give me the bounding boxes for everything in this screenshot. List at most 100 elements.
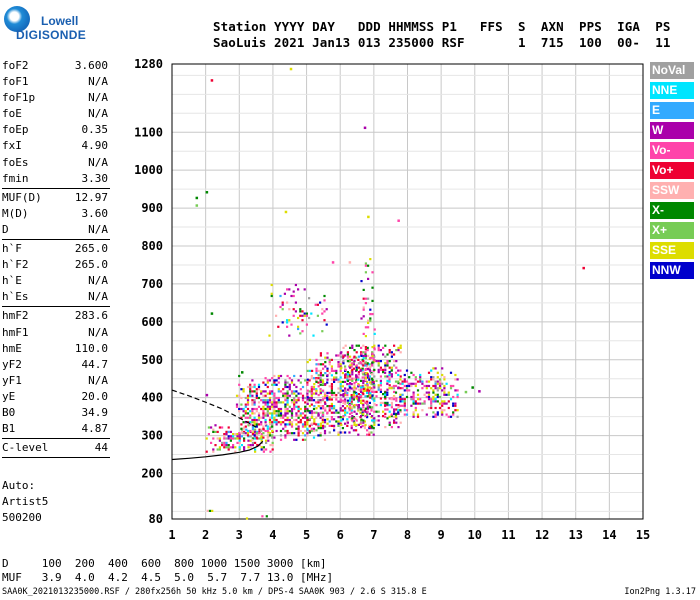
echo-point bbox=[349, 408, 352, 411]
param-row: yF1 N/A bbox=[2, 373, 110, 389]
echo-point bbox=[443, 378, 446, 381]
echo-point bbox=[330, 418, 333, 421]
echo-point bbox=[251, 437, 254, 440]
echo-point bbox=[238, 374, 241, 378]
echo-point bbox=[256, 444, 259, 447]
echo-point bbox=[333, 369, 336, 372]
echo-point bbox=[386, 364, 389, 367]
param-value: 0.35 bbox=[81, 123, 109, 137]
footer-d-row: D 100 200 400 600 800 1000 1500 3000 [km… bbox=[2, 557, 327, 570]
echo-point bbox=[288, 410, 291, 413]
echo-point bbox=[405, 384, 409, 388]
echo-point bbox=[361, 369, 364, 372]
echo-point bbox=[394, 380, 398, 383]
echo-point bbox=[373, 410, 376, 413]
echo-point bbox=[382, 401, 385, 404]
echo-point bbox=[282, 392, 285, 395]
echo-point bbox=[242, 388, 245, 391]
echo-point bbox=[313, 411, 316, 414]
echo-point bbox=[321, 416, 324, 419]
echo-point bbox=[401, 404, 404, 407]
echo-point bbox=[295, 438, 298, 441]
echo-point bbox=[346, 420, 349, 423]
param-label: h`Es bbox=[2, 290, 29, 304]
echo-point bbox=[454, 409, 457, 412]
echo-point bbox=[271, 412, 274, 415]
echo-point bbox=[299, 310, 302, 313]
echo-point bbox=[264, 403, 267, 406]
param-row: yF2 44.7 bbox=[2, 357, 110, 373]
echo-point bbox=[372, 354, 375, 357]
echo-point bbox=[253, 423, 256, 426]
echo-point bbox=[386, 417, 389, 420]
echo-point bbox=[401, 398, 404, 401]
echo-point bbox=[265, 515, 268, 518]
echo-point bbox=[456, 393, 459, 396]
echo-point bbox=[401, 382, 404, 385]
echo-point bbox=[339, 416, 342, 419]
echo-point bbox=[372, 383, 375, 386]
echo-point bbox=[432, 415, 435, 418]
echo-point bbox=[360, 390, 363, 393]
echo-point bbox=[416, 402, 420, 405]
echo-point bbox=[308, 410, 311, 413]
echo-point bbox=[319, 401, 322, 404]
echo-point bbox=[375, 404, 378, 407]
echo-point bbox=[377, 386, 380, 389]
echo-point bbox=[293, 392, 296, 395]
echo-point bbox=[405, 380, 409, 383]
echo-point bbox=[260, 428, 263, 431]
echo-point bbox=[242, 432, 245, 435]
echo-point bbox=[301, 416, 305, 419]
echo-point bbox=[273, 403, 276, 406]
profile-trace-solid bbox=[171, 440, 264, 461]
echo-point bbox=[361, 409, 364, 412]
echo-point bbox=[306, 396, 309, 399]
echo-point bbox=[260, 429, 263, 433]
echo-point bbox=[348, 372, 351, 375]
echo-point bbox=[390, 366, 393, 369]
footer-version: Ion2Png 1.3.17 bbox=[624, 587, 696, 597]
echo-point bbox=[330, 398, 333, 401]
echo-point bbox=[382, 393, 385, 396]
echo-point bbox=[293, 418, 296, 422]
globe-icon bbox=[4, 6, 30, 32]
echo-point bbox=[328, 363, 331, 366]
echo-point bbox=[242, 407, 245, 411]
param-value: 283.6 bbox=[74, 309, 108, 323]
echo-point bbox=[247, 424, 250, 427]
echo-point bbox=[255, 436, 258, 439]
echo-point bbox=[367, 407, 370, 410]
echo-point bbox=[253, 399, 256, 402]
echo-point bbox=[436, 380, 439, 383]
echo-point bbox=[293, 432, 296, 435]
echo-point bbox=[360, 368, 363, 371]
echo-point bbox=[344, 389, 347, 392]
echo-point bbox=[299, 314, 302, 317]
echo-point bbox=[286, 374, 289, 378]
param-value: N/A bbox=[88, 75, 108, 89]
param-value: 12.97 bbox=[74, 190, 108, 204]
echo-point bbox=[295, 390, 298, 393]
echo-point bbox=[363, 387, 366, 390]
echo-point bbox=[432, 400, 435, 403]
echo-point bbox=[399, 421, 402, 424]
echo-point bbox=[264, 421, 267, 424]
echo-point bbox=[372, 427, 375, 430]
echo-point bbox=[266, 412, 269, 415]
echo-point bbox=[330, 378, 333, 381]
echo-point bbox=[273, 416, 276, 419]
echo-point bbox=[295, 385, 298, 389]
echo-point bbox=[279, 390, 283, 393]
echo-point bbox=[262, 399, 265, 402]
echo-point bbox=[330, 367, 333, 370]
echo-point bbox=[410, 404, 413, 407]
echo-point bbox=[321, 312, 324, 315]
echo-point bbox=[337, 387, 340, 390]
echo-point bbox=[355, 364, 358, 367]
echo-point bbox=[410, 382, 413, 385]
echo-point bbox=[434, 406, 437, 410]
echo-point bbox=[286, 321, 289, 324]
echo-point bbox=[373, 344, 376, 347]
echo-point bbox=[331, 261, 335, 264]
